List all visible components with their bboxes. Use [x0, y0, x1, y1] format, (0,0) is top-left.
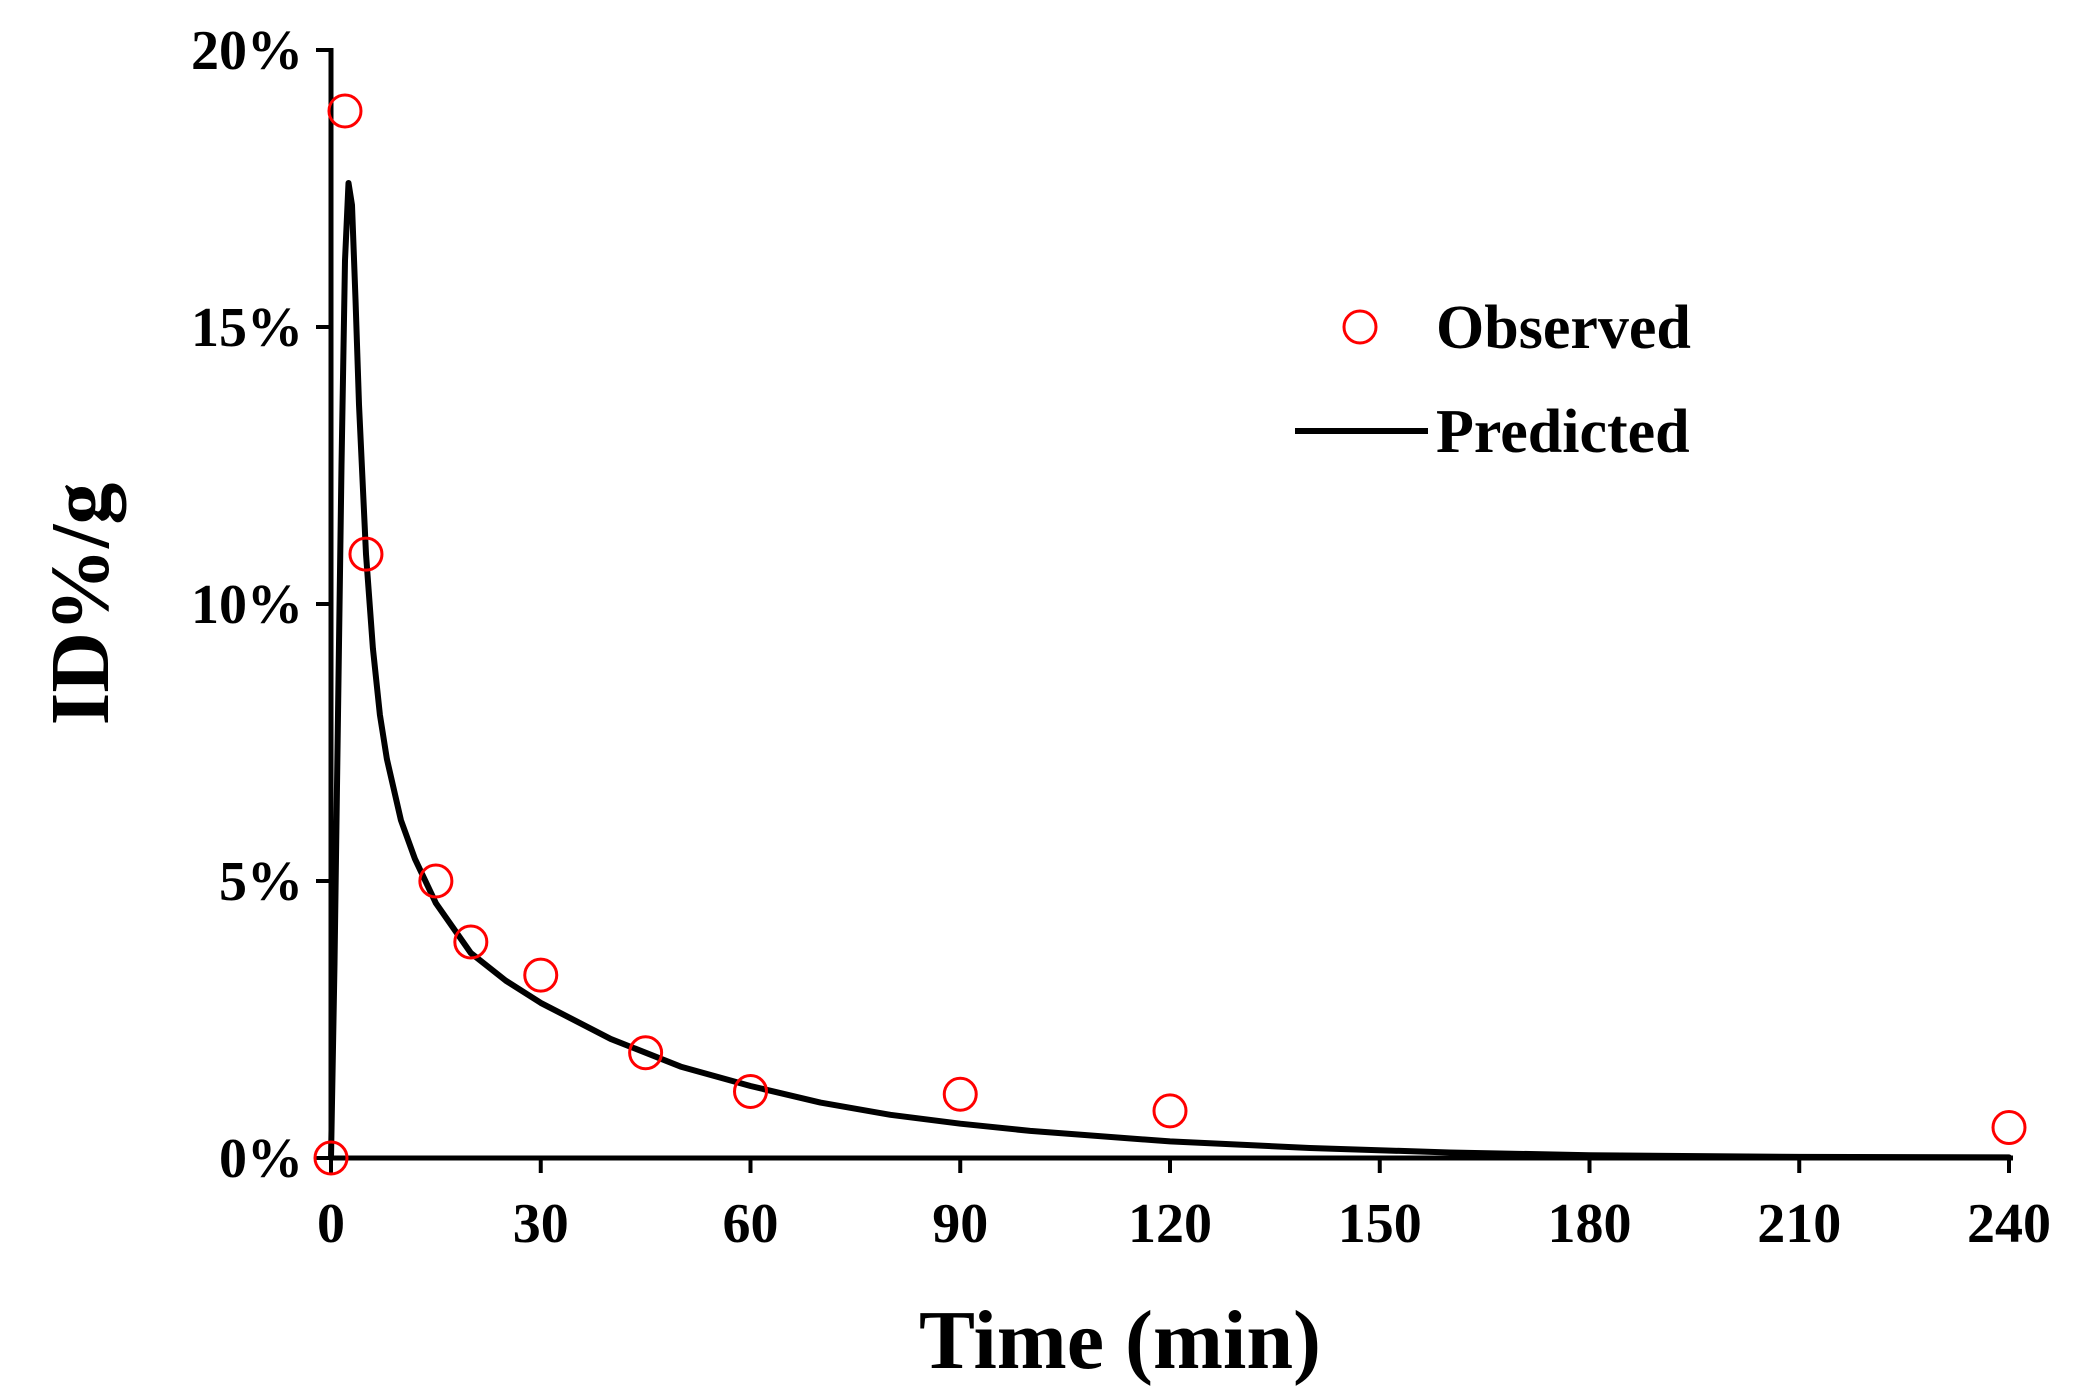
axes	[316, 48, 2013, 1173]
observed-point	[1991, 1110, 2027, 1146]
tick-labels: 0 30 60 90 120 150 180 210 240 0% 5% 10% 15% 20%	[191, 20, 2051, 1255]
y-tick-label: 15%	[191, 297, 303, 359]
observed-point	[313, 1140, 349, 1176]
observed-point	[942, 1076, 978, 1112]
y-tick-label: 10%	[191, 574, 303, 636]
legend-predicted-label: Predicted	[1436, 398, 1690, 466]
observed-point	[327, 93, 363, 129]
y-axis-title: ID%/g	[34, 483, 127, 726]
legend: Observed Predicted	[1295, 294, 1691, 466]
series-layer	[313, 93, 2027, 1176]
observed-point	[628, 1035, 664, 1071]
legend-observed-label: Observed	[1436, 294, 1691, 362]
observed-point	[418, 863, 454, 899]
x-tick-label: 180	[1548, 1193, 1632, 1255]
x-tick-label: 60	[723, 1193, 779, 1255]
observed-point	[523, 957, 559, 993]
y-tick-label: 20%	[191, 20, 303, 82]
observed-point	[453, 924, 489, 960]
x-tick-label: 240	[1967, 1193, 2051, 1255]
x-axis-title: Time (min)	[919, 1294, 1321, 1387]
y-tick-label: 0%	[219, 1128, 303, 1190]
x-tick-label: 90	[932, 1193, 988, 1255]
observed-point	[348, 536, 384, 572]
legend-observed-marker	[1342, 309, 1378, 345]
x-tick-label: 120	[1128, 1193, 1212, 1255]
x-tick-label: 150	[1338, 1193, 1422, 1255]
x-tick-label: 0	[317, 1193, 345, 1255]
x-tick-label: 210	[1757, 1193, 1841, 1255]
observed-point	[1152, 1093, 1188, 1129]
predicted-line	[328, 180, 2012, 1161]
observed-point	[733, 1074, 768, 1110]
x-tick-label: 30	[513, 1193, 569, 1255]
y-tick-label: 5%	[219, 851, 303, 913]
